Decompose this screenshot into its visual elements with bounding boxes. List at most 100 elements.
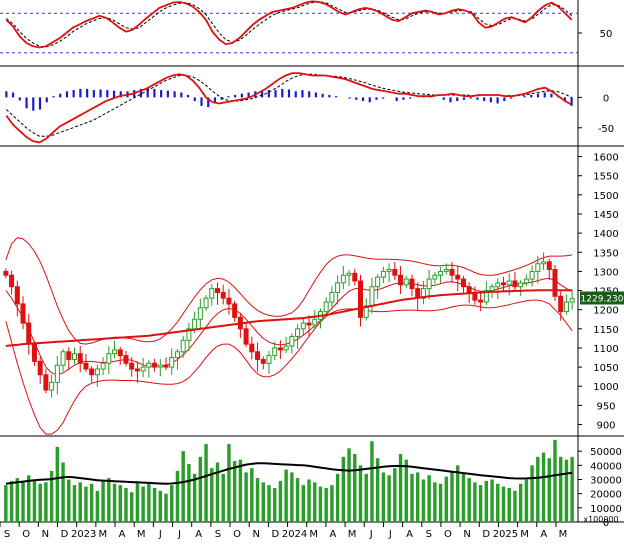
candle-body	[375, 276, 381, 288]
candle-body	[157, 364, 163, 368]
candle-body	[295, 328, 301, 337]
candle-body	[37, 360, 43, 376]
volume-bar	[496, 483, 500, 522]
candle-body	[335, 282, 341, 293]
volume-bar	[387, 475, 391, 522]
volume-bar	[49, 471, 54, 522]
candle-body	[569, 298, 575, 303]
candle-body	[443, 268, 449, 272]
volume-bar	[421, 479, 426, 522]
moving-average-short	[5, 277, 573, 376]
candle-body	[300, 322, 306, 330]
volume-bar	[507, 488, 511, 522]
last-price-box	[580, 291, 624, 305]
volume-bar	[564, 459, 569, 522]
x-tick-label: 2025	[493, 529, 518, 540]
candle-body	[94, 368, 100, 376]
volume-bar	[215, 462, 220, 522]
volume-bar	[107, 478, 111, 522]
candle-body	[66, 351, 72, 360]
volume-bar	[164, 493, 168, 522]
candle-body	[455, 274, 461, 280]
volume-bar	[536, 456, 540, 522]
candle-body	[466, 286, 472, 293]
volume-bar	[158, 490, 163, 522]
volume-bar	[152, 488, 157, 522]
volume-bar	[313, 482, 317, 522]
volume-bar	[558, 456, 563, 522]
candle-body	[112, 349, 118, 355]
volume-bar	[461, 473, 466, 522]
volume-bar	[301, 485, 306, 522]
x-tick-label: M	[348, 529, 357, 540]
x-tick-label: A	[329, 529, 336, 540]
candle-body	[329, 291, 335, 303]
volume-bar	[278, 480, 283, 522]
y-tick-label: 1100	[593, 344, 618, 355]
volume-bar	[524, 479, 529, 522]
candle-body	[83, 362, 89, 370]
candle-body	[306, 322, 312, 326]
x-tick-label: O	[444, 529, 452, 540]
volume-bar	[187, 463, 191, 522]
candle-body	[192, 318, 198, 330]
candle-body	[89, 368, 95, 376]
candle-body	[541, 261, 547, 265]
candle-body	[54, 364, 60, 383]
volume-bar	[238, 459, 243, 522]
volume-bar	[72, 485, 77, 522]
volume-bar	[404, 459, 408, 522]
volume-moving-average	[5, 462, 573, 485]
x-tick-label: S	[426, 529, 432, 540]
candle-body	[203, 297, 209, 309]
volume-bar	[295, 478, 300, 522]
bollinger-lower-band	[5, 299, 573, 435]
volume-bar	[227, 444, 231, 522]
candle-body	[563, 301, 569, 313]
volume-unit-label: x100000	[583, 515, 618, 524]
macd-signal-line	[5, 73, 572, 137]
volume-bar	[358, 465, 363, 522]
y-tick-label: 950	[596, 401, 615, 412]
volume-bar	[38, 483, 42, 522]
candle-body	[146, 362, 152, 368]
candle-body	[340, 274, 346, 284]
candle-body	[420, 288, 426, 299]
y-tick-label: 1150	[593, 325, 618, 336]
volume-bar	[484, 480, 489, 522]
candle-body	[77, 353, 83, 364]
x-tick-label: A	[119, 529, 126, 540]
volume-bar	[210, 468, 214, 522]
y-tick-label: 1350	[593, 248, 618, 259]
volume-bar	[450, 472, 454, 522]
candle-body	[249, 343, 255, 353]
candle-body	[289, 335, 295, 347]
volume-bar	[318, 486, 323, 522]
x-tick-label: 2024	[282, 529, 307, 540]
volume-bar	[433, 482, 437, 522]
candle-body	[260, 358, 266, 364]
x-tick-label: M	[137, 529, 146, 540]
volume-bar	[124, 488, 128, 522]
volume-bar	[547, 458, 551, 522]
volume-bar	[456, 465, 460, 522]
x-tick-label: M	[99, 529, 108, 540]
y-tick-label: -50	[598, 124, 614, 135]
candle-body	[266, 355, 272, 364]
volume-bar	[398, 454, 403, 522]
y-tick-label: 1200	[593, 306, 618, 317]
volume-bar	[438, 483, 443, 522]
volume-bar	[324, 488, 328, 522]
volume-bar	[101, 480, 105, 522]
x-tick-label: S	[215, 529, 221, 540]
x-tick-label: S	[4, 529, 10, 540]
x-tick-label: J	[158, 529, 162, 540]
candle-body	[478, 299, 484, 303]
x-tick-label: N	[463, 529, 470, 540]
candle-body	[134, 368, 140, 372]
candle-body	[140, 366, 146, 372]
y-tick-label: 50000	[590, 447, 622, 458]
y-tick-label: 900	[596, 421, 615, 432]
x-tick-label: J	[177, 529, 181, 540]
candle-body	[403, 278, 409, 286]
